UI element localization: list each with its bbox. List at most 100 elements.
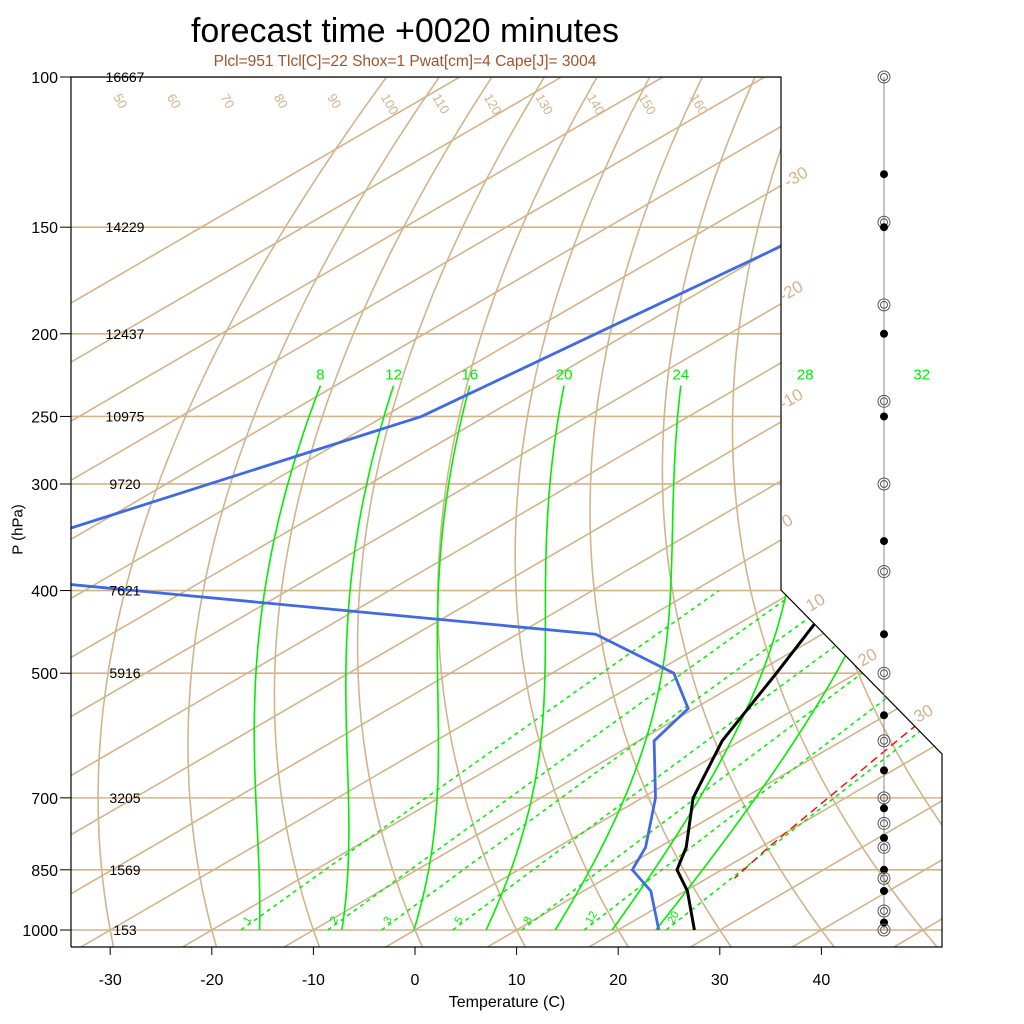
wind-dot [880,537,888,546]
isotherm-line [789,77,942,947]
isotherm-label: -30 [781,163,812,192]
isotherm-label: 30 [911,701,937,727]
height-label: 3205 [109,790,140,806]
height-label: 9720 [109,476,140,492]
isotherm-label: -10 [776,385,807,414]
temperature-tick-label: 40 [813,972,831,989]
mixing-ratio-label: 8 [521,915,534,926]
height-label: 7621 [109,583,140,599]
moist-adiabat-label: 32 [913,367,930,384]
height-label: 12437 [106,326,145,342]
isotherm-line [586,77,942,947]
isotherm-line [688,77,942,947]
isotherm-line [383,77,942,947]
dry-adiabat-line [589,77,733,947]
calm-wind-circle [877,904,891,918]
height-label: 16667 [106,69,145,85]
chart-title: forecast time +0020 minutes [190,12,620,50]
height-label: 10975 [106,408,145,424]
moist-adiabat-line [253,385,322,930]
isotherm-line [71,77,833,947]
calm-wind-circle-inner [880,793,888,802]
temperature-tick-label: -10 [302,972,325,989]
moist-adiabat-label: 12 [385,367,402,384]
pressure-tick-label: 100 [31,70,58,87]
isotherm-line [71,77,942,947]
pressure-tick-label: 700 [31,791,58,808]
pressure-tick-label: 500 [31,666,58,683]
pressure-tick-label: 1000 [22,923,58,940]
wind-dot [880,766,888,775]
calm-wind-circle [877,394,891,408]
mixing-ratio-label: 20 [665,909,682,926]
dry-adiabat-label: 150 [635,91,659,117]
temperature-tick-label: 30 [711,972,729,989]
dry-adiabat-line [731,77,939,947]
calm-wind-circle [877,70,891,84]
moist-adiabat-line [341,385,395,931]
mixing-ratio-label: 5 [452,915,465,926]
calm-wind-circle-inner [880,73,888,81]
isotherm-line [71,77,942,947]
sounding-series [71,77,942,931]
mixing-ratio-line [452,589,912,931]
chart-subtitle: Plcl=951 Tlcl[C]=22 Shox=1 Pwat[cm]=4 Ca… [213,53,597,70]
dry-adiabat-label: 60 [164,91,184,111]
dry-adiabat-line [929,77,942,947]
mixing-ratio-line [327,589,799,931]
wind-dot [880,886,888,895]
wind-dot [880,223,888,232]
dry-adiabat-line [97,77,417,947]
dry-adiabat-label: 70 [217,91,237,111]
dry-adiabat-line [273,77,519,947]
pressure-tick-label: 850 [31,863,58,880]
moist-adiabat-label: 8 [316,367,324,384]
isotherm-line [485,77,942,947]
mixing-ratio-line [521,589,942,931]
isotherm-line [71,77,629,947]
isotherm-line [281,77,942,947]
pressure-tick-label: 150 [31,220,58,237]
isotherm-line [71,77,528,947]
calm-wind-circle-inner [880,300,888,309]
mixing-ratio-label: 3 [381,915,394,926]
parcel-line [733,226,942,879]
calm-wind-circle [877,840,891,854]
mixing-ratio-label: 12 [584,909,601,926]
wind-staff [877,70,891,937]
calm-wind-circle [877,791,891,805]
isotherm-line [71,77,934,947]
mixing-ratio-line [665,590,942,931]
isotherm-line [994,38,1024,948]
isotherm-line [71,77,731,947]
isotherm-line [71,77,942,947]
dry-adiabat-line [799,77,942,947]
calm-wind-circle [877,923,891,937]
plot-frame [60,76,943,955]
calm-wind-circle-inner [880,669,888,678]
calm-wind-circle-inner [880,874,888,883]
calm-wind-circle-inner [880,843,888,852]
pressure-tick-label: 200 [31,327,58,344]
pressure-tick-label: 300 [31,477,58,494]
mixing-ratio-line [240,589,720,931]
height-label: 14229 [106,219,145,235]
calm-wind-circle [877,477,891,491]
temperature-tick-label: -20 [200,972,223,989]
mixing-ratio-label: 1 [241,915,254,926]
x-axis-label: Temperature (C) [448,994,566,1011]
temperature-line [675,77,942,931]
moist-adiabat-line [413,385,471,931]
dry-adiabat-line [514,77,672,947]
wind-dot [880,329,888,338]
pressure-tick-label: 250 [31,409,58,426]
calm-wind-circle-inner [880,397,888,406]
wind-dot [880,711,888,720]
dry-adiabat-label: 160 [687,91,711,117]
wind-dot [880,170,888,179]
wind-dot [880,630,888,639]
calm-wind-circle [877,298,891,312]
mixing-ratio-label: 2 [328,915,341,926]
